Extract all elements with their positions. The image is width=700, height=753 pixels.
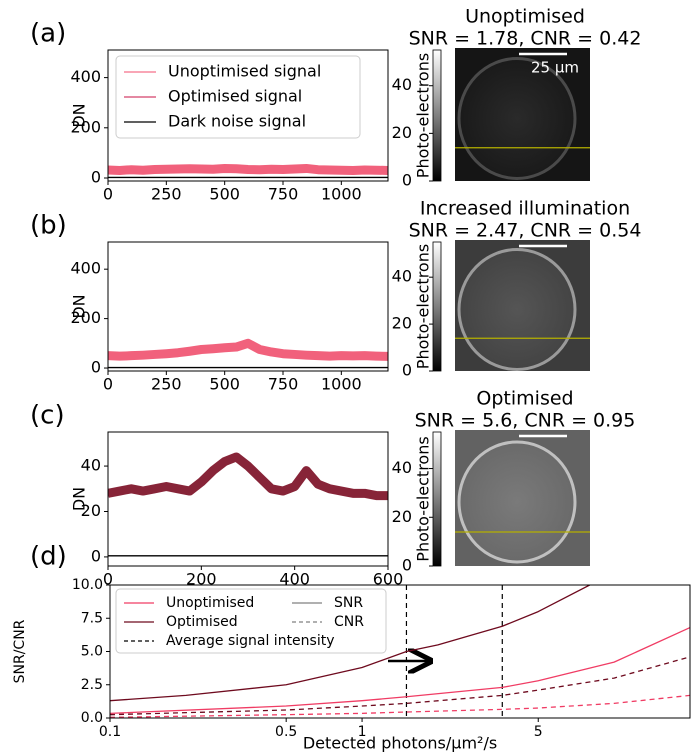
scale-bar-label: 25 µm <box>531 59 579 77</box>
colorbar-tick-label: 0 <box>402 171 412 190</box>
colorbar-tick-label: 40 <box>392 267 412 286</box>
cell <box>457 248 577 371</box>
plot-area <box>108 452 388 557</box>
series-line <box>108 452 388 501</box>
colorbar <box>432 431 442 567</box>
y-axis-label: DN <box>70 487 89 511</box>
colorbar-tick-label: 20 <box>392 123 412 142</box>
x-axis-label: Detected photons/µm²/s <box>303 734 497 753</box>
y-tick-label: 200 <box>70 308 101 327</box>
series-line <box>110 694 690 718</box>
y-axis-label: DN <box>70 294 89 318</box>
x-tick-label: 250 <box>151 375 182 394</box>
y-tick-label: 10.0 <box>72 577 103 593</box>
x-tick-label: 0.1 <box>99 724 121 740</box>
legend-label: Average signal intensity <box>166 633 335 649</box>
colorbar-label: Photo-electrons <box>414 436 433 561</box>
colorbar-tick-label: 20 <box>392 507 412 526</box>
x-tick-label: 400 <box>279 570 310 589</box>
x-tick-label: 500 <box>209 185 240 204</box>
y-tick-label: 7.5 <box>81 610 103 626</box>
y-tick-label: 400 <box>70 67 101 86</box>
legend-label: Optimised <box>166 614 238 630</box>
legend-label: Unoptimised <box>166 595 254 611</box>
panel-label: (b) <box>30 211 67 241</box>
cell <box>457 57 577 180</box>
colorbar <box>432 49 442 182</box>
colorbar-tick-label: 0 <box>402 556 412 575</box>
image-title: Optimised <box>476 388 573 410</box>
cell <box>457 440 577 564</box>
plot-area <box>108 338 388 369</box>
y-axis-label: SNR/CNR <box>12 619 28 683</box>
x-tick-label: 750 <box>268 375 299 394</box>
x-tick-label: 0.5 <box>275 724 297 740</box>
y-tick-label: 5.0 <box>81 644 103 660</box>
legend-box <box>115 55 361 139</box>
colorbar-label: Photo-electrons <box>414 244 433 369</box>
x-tick-label: 600 <box>373 570 404 589</box>
image-subtitle: SNR = 2.47, CNR = 0.54 <box>409 220 642 242</box>
x-tick-label: 750 <box>268 185 299 204</box>
colorbar-label: Photo-electrons <box>414 53 433 178</box>
x-tick-label: 5 <box>534 724 543 740</box>
series-line <box>110 626 690 714</box>
x-tick-label: 0 <box>103 185 113 204</box>
image-subtitle: SNR = 1.78, CNR = 0.42 <box>409 28 642 50</box>
panel-label: (d) <box>30 542 67 572</box>
x-tick-label: 500 <box>209 375 240 394</box>
y-tick-label: 0 <box>91 358 101 377</box>
y-tick-label: 20 <box>81 501 101 520</box>
y-tick-label: 2.5 <box>81 677 103 693</box>
x-tick-label: 200 <box>186 570 217 589</box>
plot-frame <box>107 241 389 372</box>
plot-frame <box>107 431 389 567</box>
legend-label: SNR <box>334 595 363 611</box>
y-tick-label: 0.0 <box>81 710 103 726</box>
y-tick-label: 40 <box>81 456 101 475</box>
colorbar-tick-label: 20 <box>392 314 412 333</box>
colorbar <box>432 241 442 372</box>
legend-label: Optimised signal <box>168 87 302 106</box>
legend-box <box>115 588 387 654</box>
legend-label: CNR <box>334 614 364 630</box>
y-tick-label: 200 <box>70 117 101 136</box>
plot-frame <box>107 49 389 182</box>
image-title: Unoptimised <box>465 6 585 28</box>
series-line <box>108 338 388 361</box>
x-tick-label: 1 <box>358 724 367 740</box>
y-tick-label: 0 <box>91 546 101 565</box>
x-tick-label: 0 <box>103 570 113 589</box>
panel-label: (c) <box>30 401 65 431</box>
x-tick-label: 1000 <box>321 375 362 394</box>
legend-label: Unoptimised signal <box>168 62 321 81</box>
plot-area <box>110 585 690 718</box>
plot-frame <box>109 584 691 719</box>
series-line <box>110 585 590 702</box>
x-tick-label: 0 <box>103 375 113 394</box>
x-tick-label: 250 <box>151 185 182 204</box>
colorbar-tick-label: 0 <box>402 361 412 380</box>
image-subtitle: SNR = 5.6, CNR = 0.95 <box>415 410 636 432</box>
series-line <box>108 163 388 175</box>
y-axis-label: DN <box>70 103 89 127</box>
image-title: Increased illumination <box>420 198 630 220</box>
colorbar-tick-label: 40 <box>392 458 412 477</box>
legend-label: Dark noise signal <box>168 112 306 131</box>
y-tick-label: 400 <box>70 259 101 278</box>
x-tick-label: 1000 <box>321 185 362 204</box>
colorbar-tick-label: 40 <box>392 75 412 94</box>
series-line <box>110 656 690 716</box>
panel-label: (a) <box>30 19 66 49</box>
plot-area <box>108 163 388 179</box>
y-tick-label: 0 <box>91 167 101 186</box>
